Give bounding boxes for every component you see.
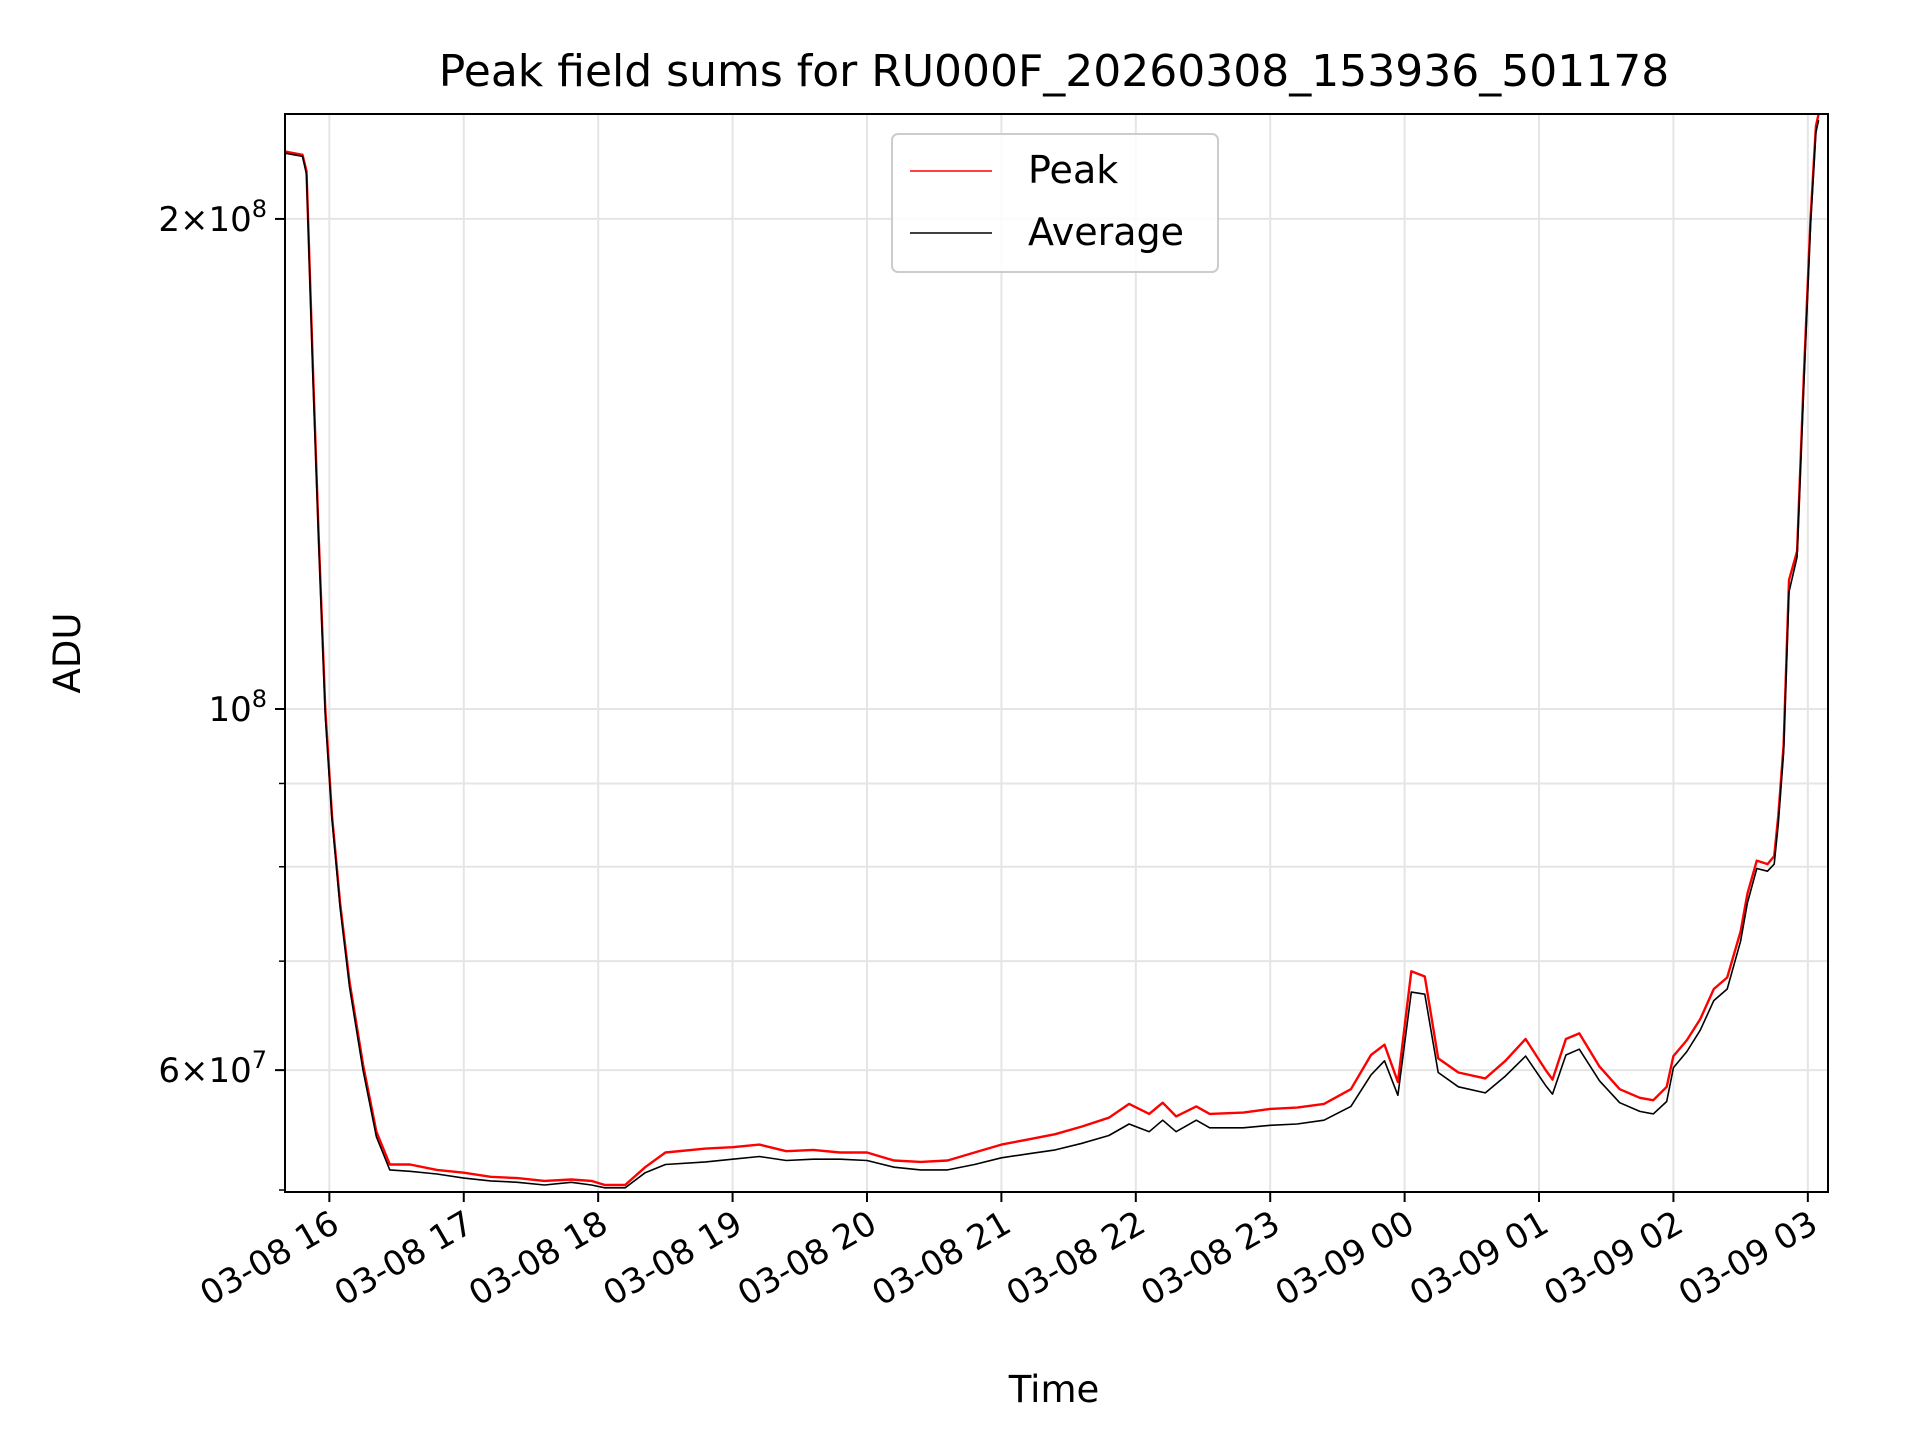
y-tick-label: 2×108 — [158, 195, 267, 240]
legend-box — [891, 133, 1219, 273]
series-line-peak — [285, 114, 1820, 1187]
y-axis: 2×108 108 6×107 — [158, 195, 285, 1191]
grid — [285, 114, 1828, 1192]
legend-peak-label: Peak — [1028, 148, 1118, 192]
legend: Peak Average — [891, 133, 1219, 273]
legend-average-label: Average — [1028, 210, 1184, 254]
chart-title: Peak field sums for RU000F_20260308_1539… — [439, 46, 1669, 97]
y-axis-label: ADU — [46, 613, 89, 694]
y-tick-label: 6×107 — [158, 1046, 267, 1091]
series-line-average — [285, 119, 1820, 1189]
x-axis-label: Time — [1008, 1368, 1100, 1411]
series-layer — [285, 114, 1820, 1189]
plot-frame — [284, 113, 1829, 1193]
y-tick-label: 108 — [208, 685, 267, 730]
